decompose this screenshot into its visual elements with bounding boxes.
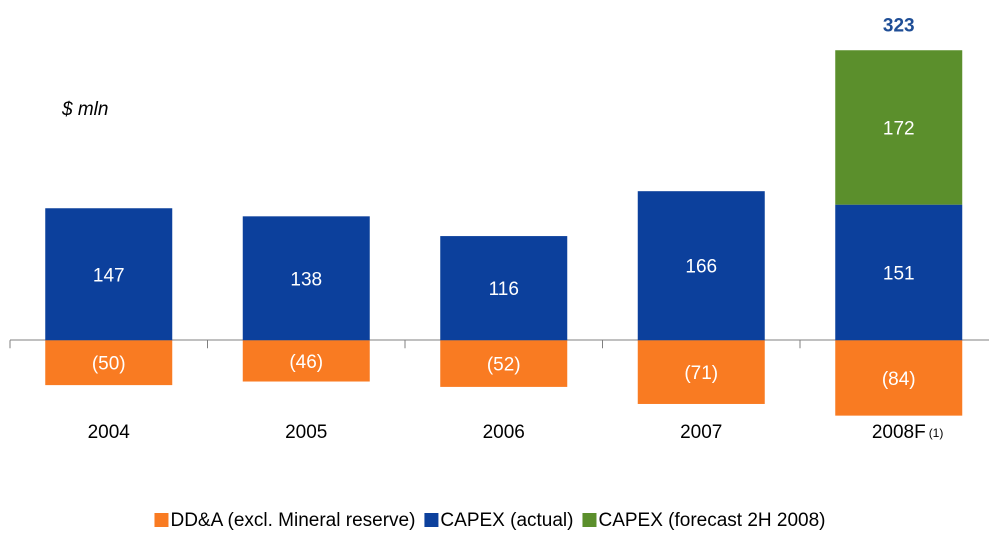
legend-label: CAPEX (actual)	[440, 510, 573, 531]
x-tick-label: 2005	[285, 422, 327, 443]
x-tick-label: 2006	[483, 422, 525, 443]
bar-segment	[440, 236, 568, 341]
data-label: 147	[93, 265, 125, 286]
x-tick-label: 2007	[680, 422, 722, 443]
data-label: (46)	[289, 352, 323, 373]
legend-swatch	[424, 513, 439, 527]
bar-segment	[835, 50, 963, 205]
legend-label: CAPEX (forecast 2H 2008)	[598, 510, 825, 531]
data-label: 172	[883, 118, 915, 139]
bar-segment	[835, 340, 963, 416]
legend-label: DD&A (excl. Mineral reserve)	[170, 510, 415, 531]
data-label: (52)	[487, 355, 521, 376]
x-tick-label: 2004	[88, 422, 131, 443]
bar-segment	[45, 340, 173, 386]
unit-label: $ mln	[61, 99, 108, 120]
bar-segment	[440, 340, 568, 387]
bar-segment	[242, 216, 370, 341]
bar-segment	[242, 340, 370, 382]
legend-swatch	[582, 513, 597, 527]
data-label: 151	[883, 263, 915, 284]
total-label: 323	[883, 15, 915, 36]
bar-segment	[835, 204, 963, 341]
data-label: (71)	[684, 363, 718, 384]
bar-segment	[637, 340, 765, 404]
data-label: (50)	[92, 354, 126, 375]
legend-swatch	[154, 513, 169, 527]
data-label: (84)	[882, 369, 916, 390]
data-label: 166	[685, 257, 717, 278]
bar-segment	[45, 208, 173, 341]
x-tick-label: 2008F	[872, 422, 926, 443]
bar-segment	[637, 191, 765, 341]
data-label: 138	[290, 269, 322, 290]
footnote-marker: (1)	[929, 426, 944, 440]
data-label: 116	[489, 279, 519, 300]
